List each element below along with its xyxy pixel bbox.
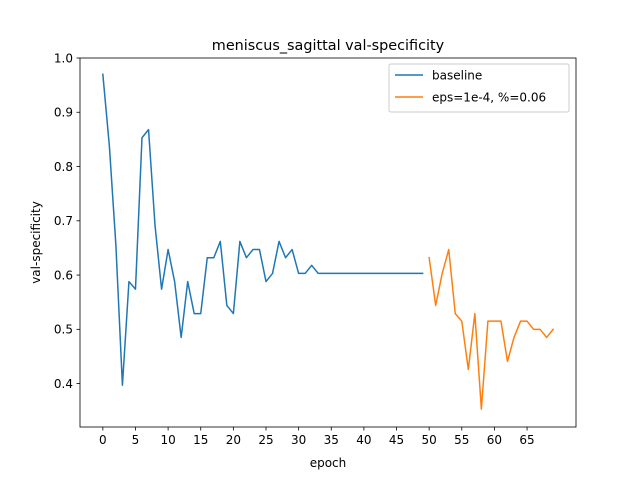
y-tick-label: 0.4: [54, 377, 73, 391]
x-tick-label: 40: [356, 433, 371, 447]
y-axis-label: val-specificity: [29, 201, 43, 284]
series-line-0: [102, 73, 424, 386]
x-tick-label: 30: [291, 433, 306, 447]
x-tick-label: 60: [487, 433, 502, 447]
x-tick-label: 25: [258, 433, 273, 447]
x-tick-label: 20: [226, 433, 241, 447]
y-tick-label: 0.6: [54, 268, 73, 282]
x-tick-label: 55: [454, 433, 469, 447]
x-tick-label: 45: [389, 433, 404, 447]
y-tick-label: 0.9: [54, 106, 73, 120]
x-tick-label: 0: [99, 433, 107, 447]
x-tick-label: 5: [132, 433, 140, 447]
legend-label-baseline: baseline: [432, 69, 482, 83]
series-line-1: [428, 248, 555, 410]
y-axis-ticks: 0.4 0.5 0.6 0.7 0.8 0.9 1.0: [54, 51, 80, 391]
chart-title: meniscus_sagittal val-specificity: [212, 38, 445, 54]
y-tick-label: 0.5: [54, 323, 73, 337]
y-tick-label: 0.7: [54, 214, 73, 228]
x-tick-label: 65: [519, 433, 534, 447]
y-tick-label: 0.8: [54, 160, 73, 174]
x-tick-label: 15: [193, 433, 208, 447]
x-tick-label: 50: [422, 433, 437, 447]
legend-label-eps: eps=1e-4, %=0.06: [432, 91, 546, 105]
legend-box: [388, 63, 570, 113]
plot-frame: [79, 57, 577, 428]
x-tick-label: 10: [160, 433, 175, 447]
x-axis-ticks: 0 5 10 15 20 25 30 35 40 45 50 55 60 65: [99, 427, 535, 447]
y-tick-label: 1.0: [54, 51, 73, 65]
legend: baseline eps=1e-4, %=0.06: [388, 63, 570, 113]
x-tick-label: 35: [324, 433, 339, 447]
series-lines: [102, 73, 555, 410]
x-axis-label: epoch: [310, 456, 347, 470]
